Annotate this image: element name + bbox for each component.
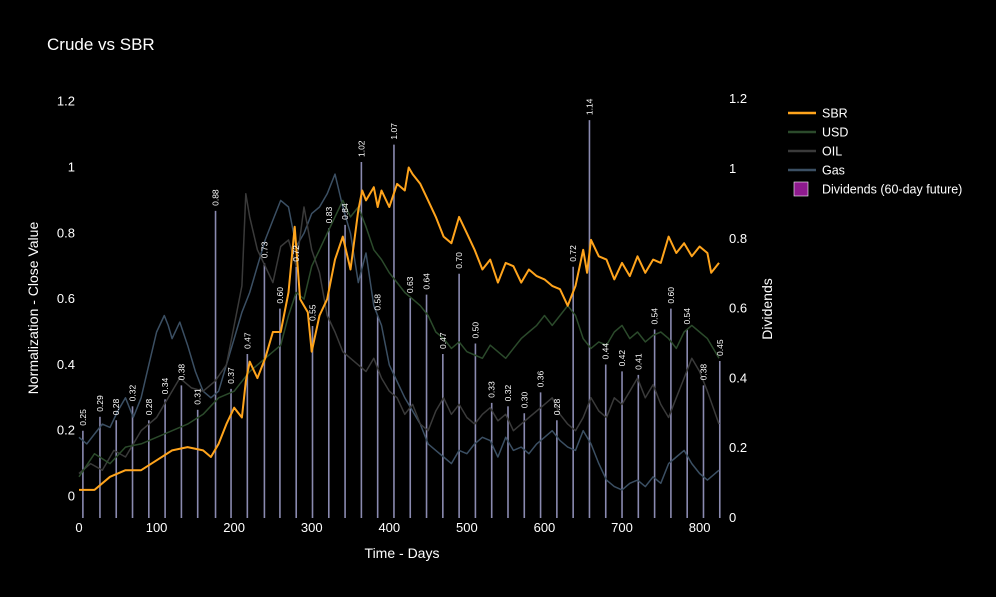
x-tick-label: 500 xyxy=(456,520,478,535)
legend-item-gas[interactable]: Gas xyxy=(788,164,845,178)
y-axis-ticks: 0 0.2 0.4 0.6 0.8 1 1.2 xyxy=(57,94,75,504)
legend-swatch xyxy=(793,181,809,197)
dividend-label: 0.63 xyxy=(405,276,415,293)
x-axis-ticks: 0 100 200 300 400 500 600 700 800 xyxy=(75,520,710,535)
legend-item-oil[interactable]: OIL xyxy=(788,145,842,159)
dividend-label: 0.47 xyxy=(438,332,448,349)
legend-label: USD xyxy=(822,126,848,140)
dividend-label: 0.36 xyxy=(536,371,546,388)
dividend-label: 0.31 xyxy=(193,388,203,405)
x-tick-label: 200 xyxy=(223,520,245,535)
dividend-label: 0.32 xyxy=(503,385,513,402)
y-tick-label: 0.6 xyxy=(57,291,75,306)
dividend-label: 0.29 xyxy=(95,395,105,412)
y-tick-label: 0.2 xyxy=(57,423,75,438)
dividend-label: 0.28 xyxy=(144,398,154,415)
series-gas-line xyxy=(78,173,720,491)
y2-tick-label: 0.4 xyxy=(729,370,747,385)
x-tick-label: 100 xyxy=(146,520,168,535)
y-tick-label: 0.8 xyxy=(57,225,75,240)
dividend-label: 0.38 xyxy=(176,364,186,381)
dividend-label: 0.28 xyxy=(552,398,562,415)
dividend-label: 0.38 xyxy=(698,364,708,381)
series-oil-line xyxy=(78,193,720,475)
dividend-label: 0.72 xyxy=(568,245,578,262)
dividend-label: 0.45 xyxy=(715,339,725,356)
dividend-label: 0.44 xyxy=(601,343,611,360)
x-tick-label: 800 xyxy=(689,520,711,535)
y2-tick-label: 0.6 xyxy=(729,301,747,316)
chart-title: Crude vs SBR xyxy=(47,35,155,54)
line-series xyxy=(78,166,720,491)
dividend-label: 0.47 xyxy=(242,332,252,349)
dividend-label: 0.70 xyxy=(454,252,464,269)
dividend-label: 0.60 xyxy=(275,287,285,304)
series-usd-line xyxy=(78,199,720,478)
dividend-label: 0.83 xyxy=(324,207,334,224)
y2-tick-label: 0 xyxy=(729,510,736,525)
series-sbr-line xyxy=(79,166,720,491)
dividend-label: 0.30 xyxy=(519,391,529,408)
legend-item-usd[interactable]: USD xyxy=(788,126,848,140)
legend-item-dividends[interactable]: Dividends (60-day future) xyxy=(793,181,962,197)
dividend-label: 0.41 xyxy=(633,353,643,370)
dividend-label: 0.88 xyxy=(211,189,221,206)
x-tick-label: 700 xyxy=(611,520,633,535)
y-tick-label: 0.4 xyxy=(57,357,75,372)
y-tick-label: 1.2 xyxy=(57,94,75,109)
dividend-label: 1.14 xyxy=(584,98,594,115)
dividend-label: 0.64 xyxy=(422,273,432,290)
dividend-label: 1.07 xyxy=(389,123,399,140)
dividend-label: 0.42 xyxy=(617,350,627,367)
dividend-label: 0.60 xyxy=(666,287,676,304)
dividend-label: 0.73 xyxy=(259,241,269,258)
dividend-label: 0.28 xyxy=(111,398,121,415)
legend-label: Dividends (60-day future) xyxy=(822,183,962,197)
x-tick-label: 300 xyxy=(301,520,323,535)
x-tick-label: 400 xyxy=(378,520,400,535)
y-axis-title: Normalization - Close Value xyxy=(25,222,41,395)
legend-label: OIL xyxy=(822,145,842,159)
y-tick-label: 0 xyxy=(68,489,75,504)
y2-axis-ticks: 0 0.2 0.4 0.6 0.8 1 1.2 xyxy=(729,91,747,525)
legend-label: SBR xyxy=(822,107,848,121)
y2-axis-title: Dividends xyxy=(759,278,775,339)
legend-item-sbr[interactable]: SBR xyxy=(788,107,848,121)
x-tick-label: 600 xyxy=(534,520,556,535)
y2-tick-label: 1.2 xyxy=(729,91,747,106)
dividend-label: 0.34 xyxy=(160,378,170,395)
dividend-label: 0.54 xyxy=(650,308,660,325)
y2-tick-label: 1 xyxy=(729,161,736,176)
legend[interactable]: SBR USD OIL Gas Dividends (60-day future) xyxy=(788,107,962,197)
dividend-label: 0.72 xyxy=(291,245,301,262)
dividend-label: 0.55 xyxy=(308,304,318,321)
dividend-label: 0.37 xyxy=(226,367,236,384)
dividend-label: 0.32 xyxy=(128,385,138,402)
dividend-label: 0.54 xyxy=(682,308,692,325)
x-axis-title: Time - Days xyxy=(365,545,440,561)
dividend-label: 1.02 xyxy=(356,140,366,157)
dividend-labels: 0.25 0.29 0.28 0.32 0.28 0.34 0.38 0.31 0.88 0.37… xyxy=(78,98,725,425)
dividend-label: 0.25 xyxy=(78,409,88,426)
dividend-label: 0.84 xyxy=(340,203,350,220)
y2-tick-label: 0.8 xyxy=(729,231,747,246)
dividend-label: 0.58 xyxy=(373,294,383,311)
legend-label: Gas xyxy=(822,164,845,178)
dividend-label: 0.33 xyxy=(487,381,497,398)
y2-tick-label: 0.2 xyxy=(729,440,747,455)
dividend-bars xyxy=(82,120,721,518)
dividend-label: 0.50 xyxy=(470,322,480,339)
x-tick-label: 0 xyxy=(75,520,82,535)
y-tick-label: 1 xyxy=(68,160,75,175)
